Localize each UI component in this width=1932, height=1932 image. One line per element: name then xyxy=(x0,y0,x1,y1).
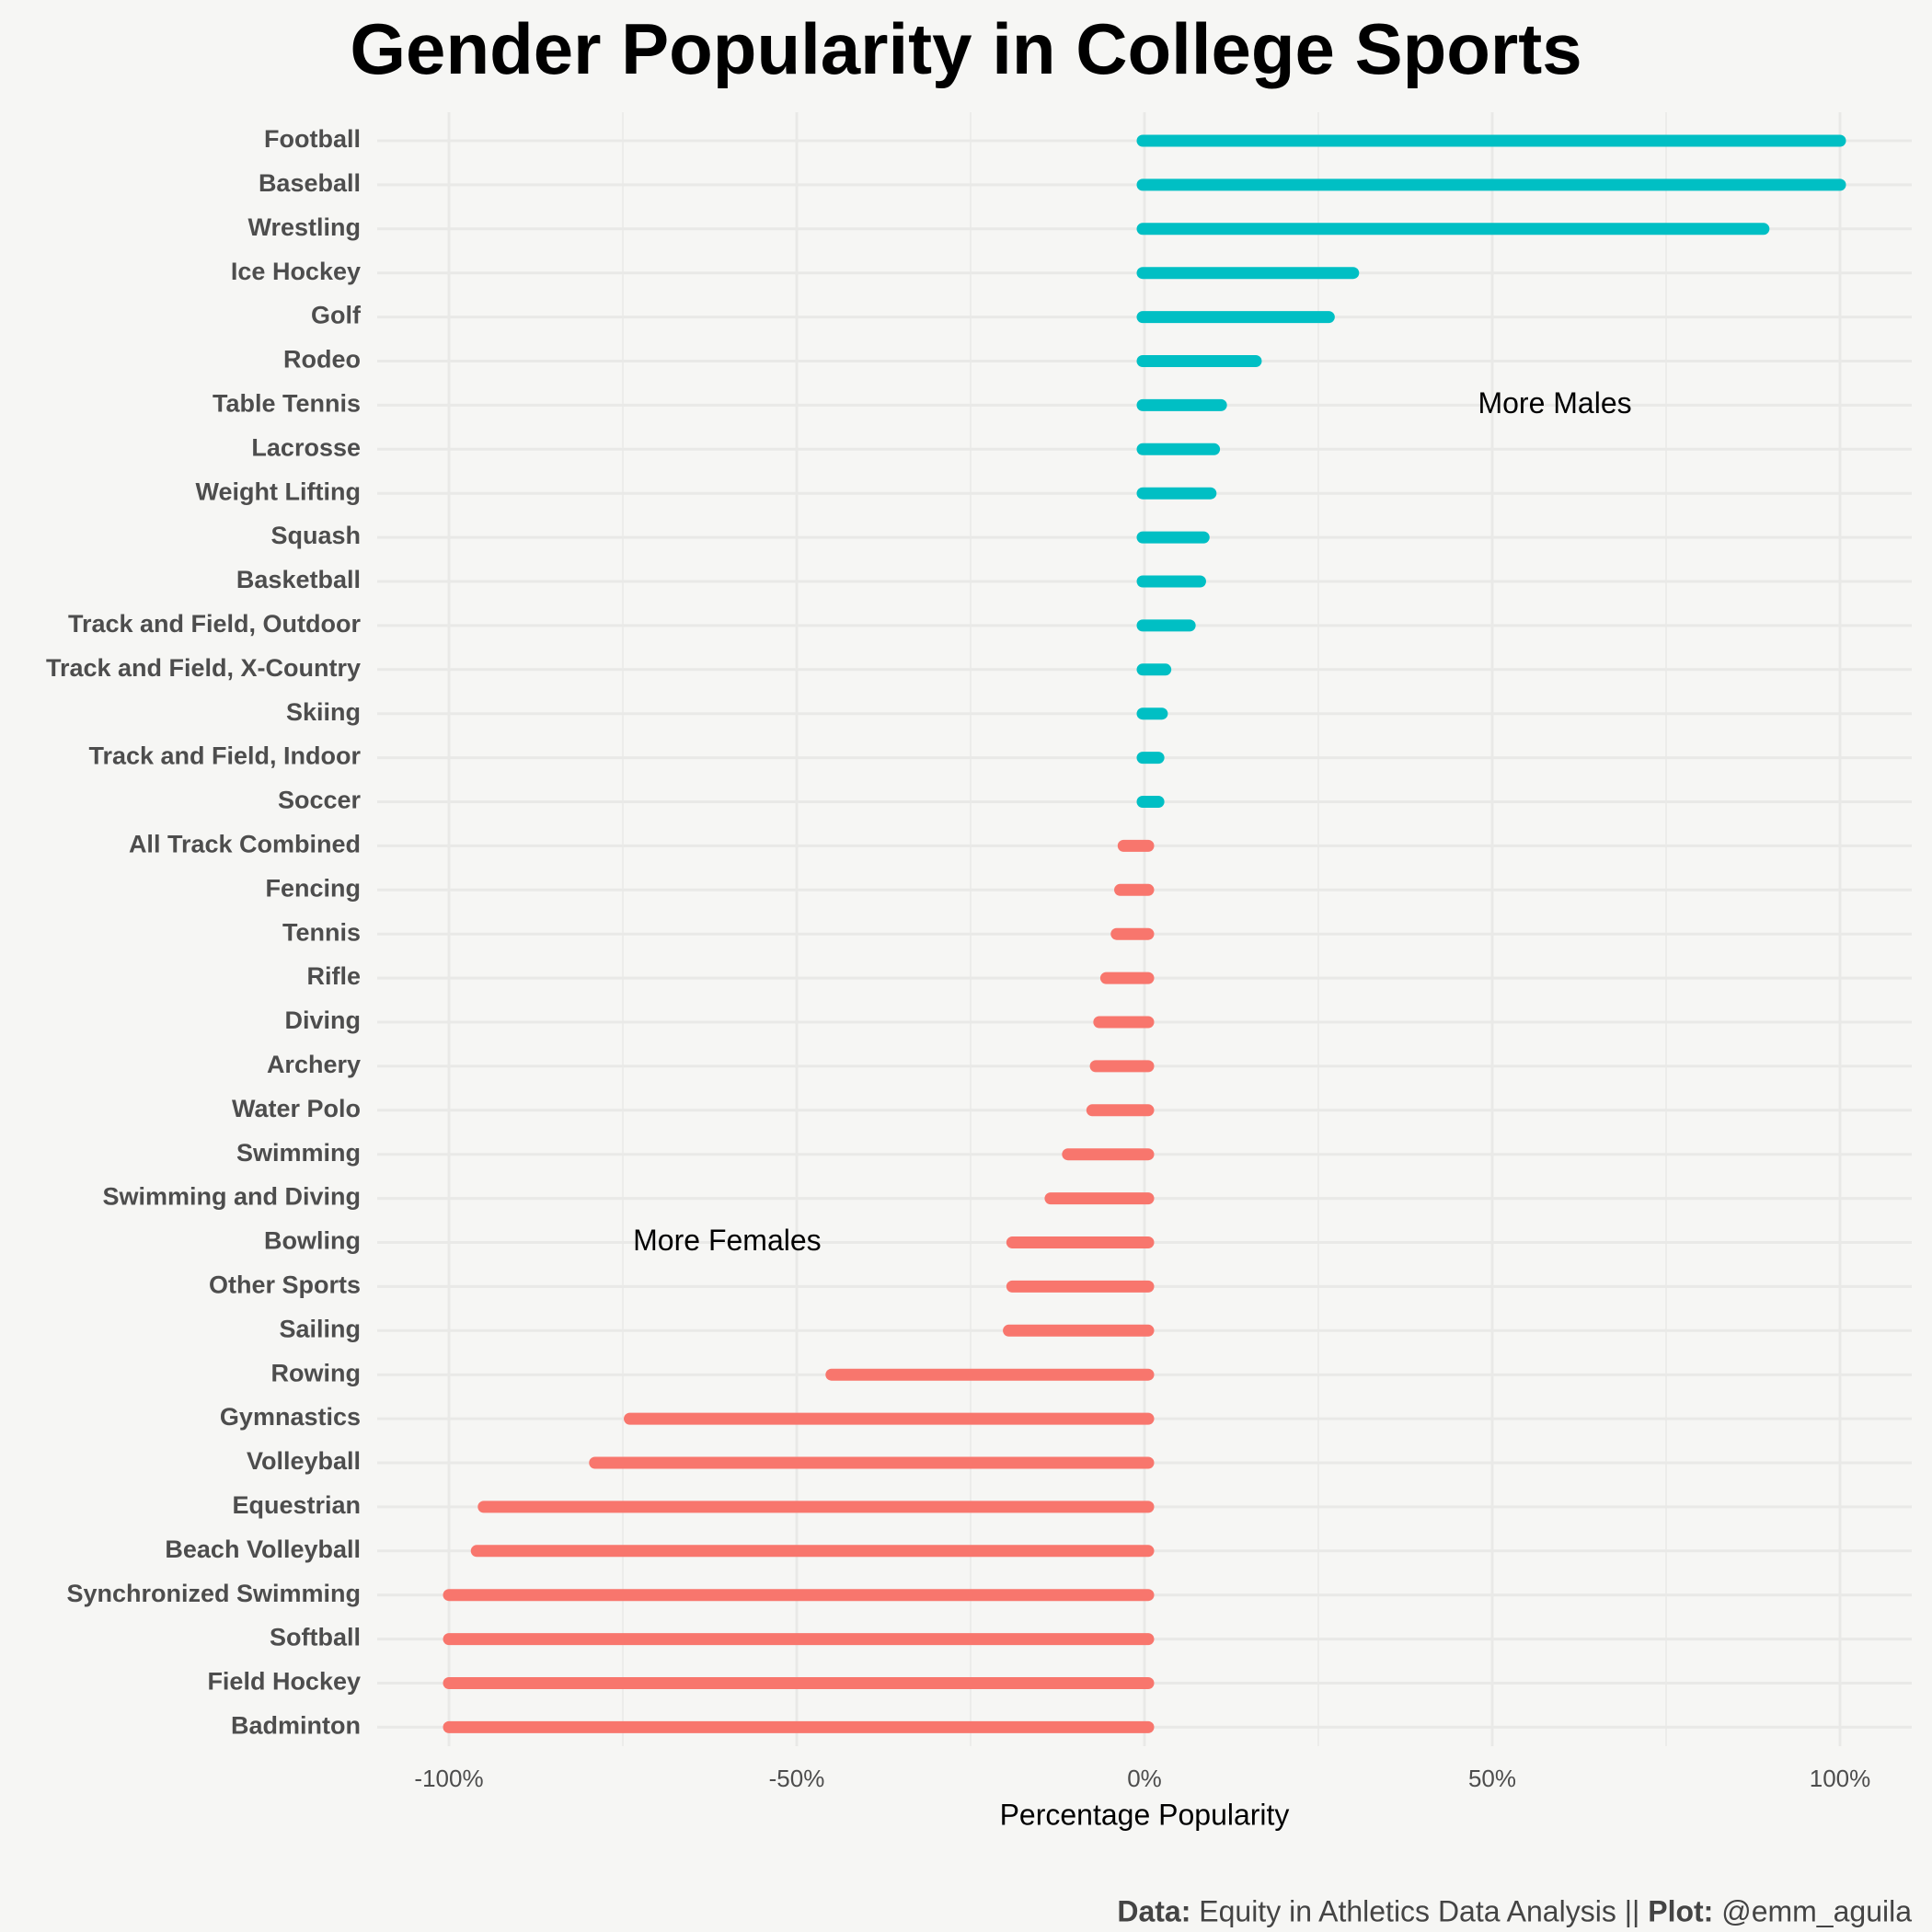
category-label: Diving xyxy=(284,1006,361,1034)
x-tick-label: 100% xyxy=(1810,1765,1871,1792)
category-label: Weight Lifting xyxy=(196,477,361,505)
category-label: Field Hockey xyxy=(207,1668,361,1696)
category-label: Track and Field, Outdoor xyxy=(68,610,362,638)
annotation-label: More Females xyxy=(633,1224,822,1257)
category-label: Soccer xyxy=(278,787,362,814)
annotation-label: More Males xyxy=(1478,386,1631,420)
category-label: Bowling xyxy=(264,1227,361,1255)
category-label: Squash xyxy=(270,522,361,549)
bars xyxy=(443,134,1846,1733)
category-label: Basketball xyxy=(236,566,361,593)
x-tick-label: -100% xyxy=(414,1765,483,1792)
category-label: Ice Hockey xyxy=(231,258,361,285)
caption-data-source: Equity in Athletics Data Analysis || xyxy=(1190,1894,1649,1928)
chart-title: Gender Popularity in College Sports xyxy=(350,8,1582,89)
category-label: Archery xyxy=(267,1051,361,1078)
category-label: Rodeo xyxy=(283,346,361,374)
category-label: Rowing xyxy=(271,1359,361,1386)
category-label: Gymnastics xyxy=(220,1403,361,1431)
category-label: Table Tennis xyxy=(213,390,361,418)
category-label: Swimming xyxy=(236,1139,361,1167)
category-label: Sailing xyxy=(279,1315,361,1342)
category-label: Wrestling xyxy=(247,213,361,241)
x-tick-label: 0% xyxy=(1127,1765,1162,1792)
category-label: Track and Field, Indoor xyxy=(88,742,361,770)
category-label: Volleyball xyxy=(247,1447,361,1475)
category-label: Baseball xyxy=(259,169,361,197)
caption-plot-label: Plot: xyxy=(1648,1894,1714,1928)
category-label: Equestrian xyxy=(232,1491,361,1519)
category-label: Lacrosse xyxy=(251,433,361,461)
x-axis-label: Percentage Popularity xyxy=(1000,1798,1290,1831)
category-label: Golf xyxy=(311,302,362,329)
category-label: Softball xyxy=(270,1624,361,1651)
x-tick-labels: -100% -50% 0% 50% 100% xyxy=(414,1765,1870,1792)
annotations: More Males More Females xyxy=(633,386,1631,1257)
category-label: Rifle xyxy=(306,962,361,990)
category-labels: Football Baseball Wrestling Ice Hockey Golf R… xyxy=(46,125,362,1739)
category-label: Skiing xyxy=(286,698,361,726)
category-label: Badminton xyxy=(231,1712,361,1740)
category-label: All Track Combined xyxy=(129,831,361,858)
caption-plot-author: @emm_aguila xyxy=(1713,1894,1912,1928)
category-label: Tennis xyxy=(282,918,361,946)
category-label: Water Polo xyxy=(232,1095,361,1122)
caption-data-label: Data: xyxy=(1117,1894,1191,1928)
category-label: Other Sports xyxy=(209,1271,361,1299)
x-tick-label: 50% xyxy=(1468,1765,1516,1792)
category-label: Track and Field, X-Country xyxy=(46,654,361,682)
category-label: Swimming and Diving xyxy=(102,1183,361,1211)
category-label: Fencing xyxy=(265,874,361,902)
caption: Data: Equity in Athletics Data Analysis … xyxy=(1117,1895,1912,1929)
x-tick-label: -50% xyxy=(769,1765,825,1792)
category-label: Football xyxy=(264,125,361,153)
category-label: Synchronized Swimming xyxy=(66,1580,361,1607)
category-label: Beach Volleyball xyxy=(165,1535,361,1563)
